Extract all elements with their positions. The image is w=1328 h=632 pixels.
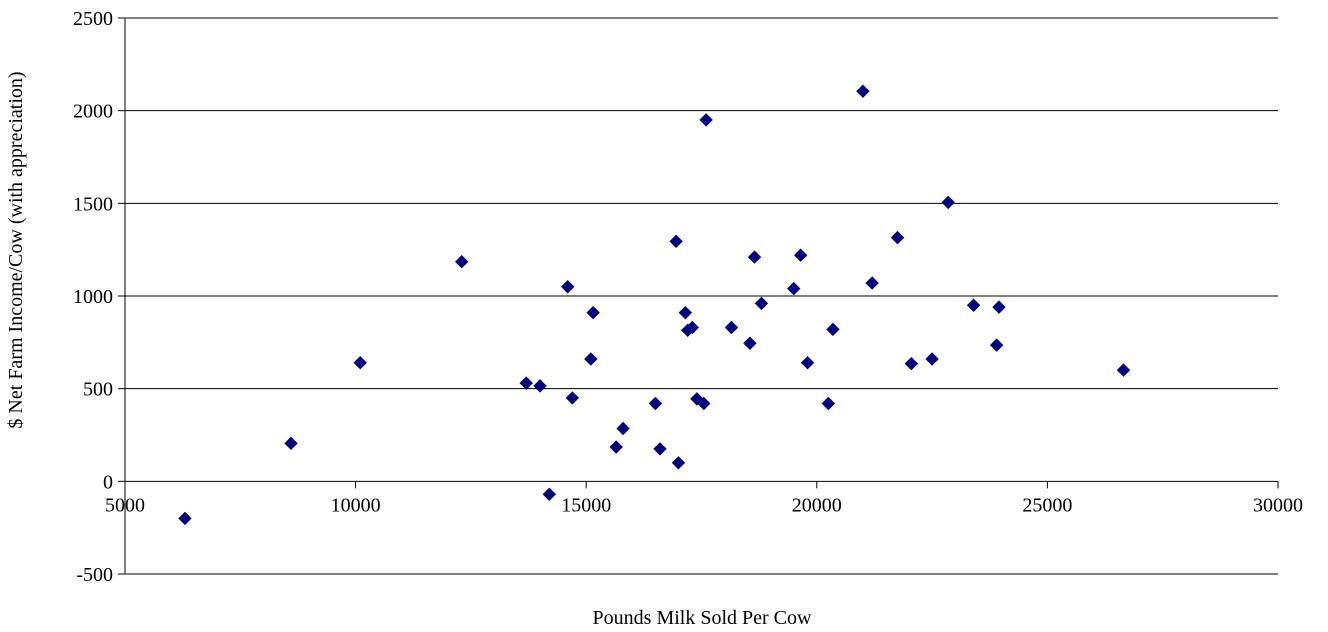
axes [118, 17, 1279, 575]
data-points [178, 84, 1131, 526]
data-point [697, 396, 711, 411]
data-point [743, 336, 757, 350]
data-point [565, 391, 580, 405]
data-point [616, 421, 630, 436]
data-point [724, 320, 739, 335]
data-point [699, 113, 713, 127]
data-point [454, 255, 469, 269]
y-axis-title: $ Net Farm Income/Cow (with appreciation… [5, 71, 27, 428]
data-point [284, 436, 298, 451]
data-point [519, 376, 533, 390]
data-point [178, 511, 192, 526]
data-point [989, 338, 1004, 352]
data-point [966, 298, 981, 312]
data-point [1116, 363, 1131, 377]
data-point [754, 296, 769, 311]
data-point [353, 356, 367, 370]
data-point [904, 356, 919, 371]
data-point [648, 396, 663, 411]
data-point [747, 250, 762, 264]
data-point [609, 440, 623, 454]
data-point [671, 456, 686, 470]
y-tick-label: 500 [83, 379, 113, 401]
x-tick-label: 25000 [1022, 494, 1072, 516]
gridlines [125, 17, 1278, 575]
data-point [941, 195, 955, 210]
y-tick-label: -500 [76, 564, 113, 586]
data-point [561, 280, 575, 294]
x-tick-label: 5000 [105, 494, 145, 516]
data-point [678, 305, 693, 320]
data-point [653, 442, 667, 456]
y-tick-label: 0 [103, 471, 113, 493]
y-tick-label: 1500 [73, 193, 113, 215]
data-point [586, 305, 600, 320]
data-point [821, 396, 836, 411]
data-point [865, 276, 879, 290]
data-point [787, 281, 801, 296]
data-point [890, 230, 905, 245]
data-point [856, 84, 870, 98]
y-tick-label: 1000 [73, 286, 113, 308]
x-tick-label: 30000 [1253, 494, 1303, 516]
x-tick-label: 15000 [561, 494, 611, 516]
data-point [793, 248, 808, 262]
data-point [542, 487, 557, 502]
x-tick-label: 10000 [331, 494, 381, 516]
y-tick-label: 2500 [73, 8, 113, 30]
data-point [992, 300, 1006, 314]
data-point [800, 356, 815, 370]
data-point [584, 352, 598, 366]
data-point [685, 320, 699, 335]
x-axis-title: Pounds Milk Sold Per Cow [593, 607, 812, 629]
data-point [826, 322, 840, 337]
data-point [669, 234, 683, 249]
y-tick-label: 2000 [73, 101, 113, 123]
data-point [533, 379, 547, 393]
data-point [925, 352, 939, 366]
tick-labels: -500 0 500 1000 1500 2000 2500 5000 10000 15000 20… [73, 8, 1303, 586]
x-tick-label: 20000 [792, 494, 842, 516]
